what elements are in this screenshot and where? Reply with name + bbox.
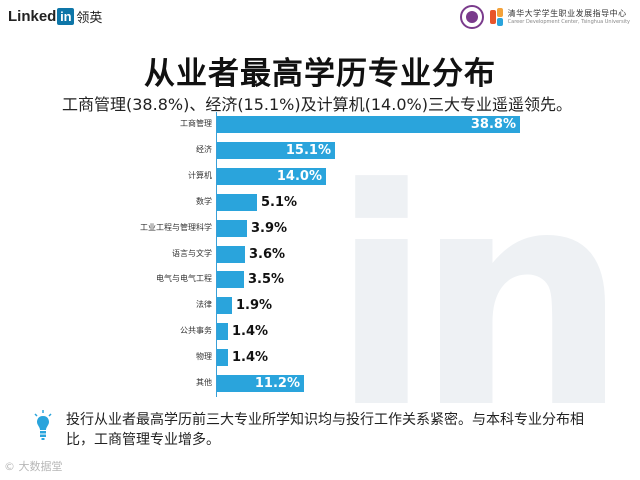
bar xyxy=(217,246,245,263)
category-label: 电气与电气工程 xyxy=(156,274,212,283)
lightbulb-icon xyxy=(34,410,52,440)
linkedin-watermark: in xyxy=(330,150,628,474)
bar xyxy=(217,271,244,288)
category-label: 工商管理 xyxy=(180,119,212,128)
linkedin-logo: Linked in 领英 xyxy=(8,6,102,26)
bar xyxy=(217,349,228,366)
page-subtitle: 工商管理(38.8%)、经济(15.1%)及计算机(14.0%)三大专业遥遥领先… xyxy=(62,95,572,114)
category-label: 法律 xyxy=(196,300,212,309)
data-label: 5.1% xyxy=(261,195,298,210)
bar xyxy=(217,375,304,392)
logo-cn: 领英 xyxy=(76,10,103,26)
career-center-mark-icon xyxy=(489,8,504,26)
major-distribution-bar-chart: 工商管理 38.8% 经济 15.1% 计算机 14.0% 数学 5.1% 工业工程与管理科学 3… xyxy=(0,112,640,402)
tsinghua-seal-icon xyxy=(459,5,484,29)
data-label: 3.5% xyxy=(248,272,285,287)
tsinghua-logo: 清华大学学生职业发展指导中心 Career Development Center… xyxy=(459,3,630,31)
data-label: 11.2% xyxy=(254,376,300,391)
data-label: 1.4% xyxy=(232,350,269,365)
category-label: 其他 xyxy=(196,378,212,387)
page-title: 从业者最高学历专业分布 xyxy=(144,56,496,92)
category-label: 公共事务 xyxy=(180,326,212,335)
logo-in-badge: in xyxy=(57,7,75,25)
source-watermark: © 大数据堂 xyxy=(4,460,63,473)
bar xyxy=(217,297,232,314)
category-label: 语言与文学 xyxy=(172,249,212,258)
category-label: 计算机 xyxy=(188,171,212,180)
data-label: 15.1% xyxy=(285,143,331,158)
bar xyxy=(217,142,335,159)
org-name-cn: 清华大学学生职业发展指导中心 xyxy=(507,8,627,18)
bar xyxy=(217,220,247,237)
bar xyxy=(217,168,326,185)
bar xyxy=(217,116,520,133)
bar xyxy=(217,323,228,340)
bar xyxy=(217,194,257,211)
category-label: 经济 xyxy=(196,145,212,154)
data-label: 1.4% xyxy=(232,324,269,339)
data-label: 3.9% xyxy=(251,221,288,236)
chart-axis-line xyxy=(216,112,217,397)
category-label: 数学 xyxy=(196,197,212,206)
data-label: 38.8% xyxy=(470,117,516,132)
insight-note: 投行从业者最高学历前三大专业所学知识均与投行工作关系紧密。与本科专业分布相比，工… xyxy=(66,412,584,448)
logo-word: Linked xyxy=(8,7,57,25)
category-label: 物理 xyxy=(196,352,212,361)
data-label: 14.0% xyxy=(276,169,322,184)
org-name-en: Career Development Center, Tsinghua Univ… xyxy=(507,18,630,25)
category-label: 工业工程与管理科学 xyxy=(140,223,212,232)
data-label: 3.6% xyxy=(249,247,286,262)
data-label: 1.9% xyxy=(236,298,273,313)
